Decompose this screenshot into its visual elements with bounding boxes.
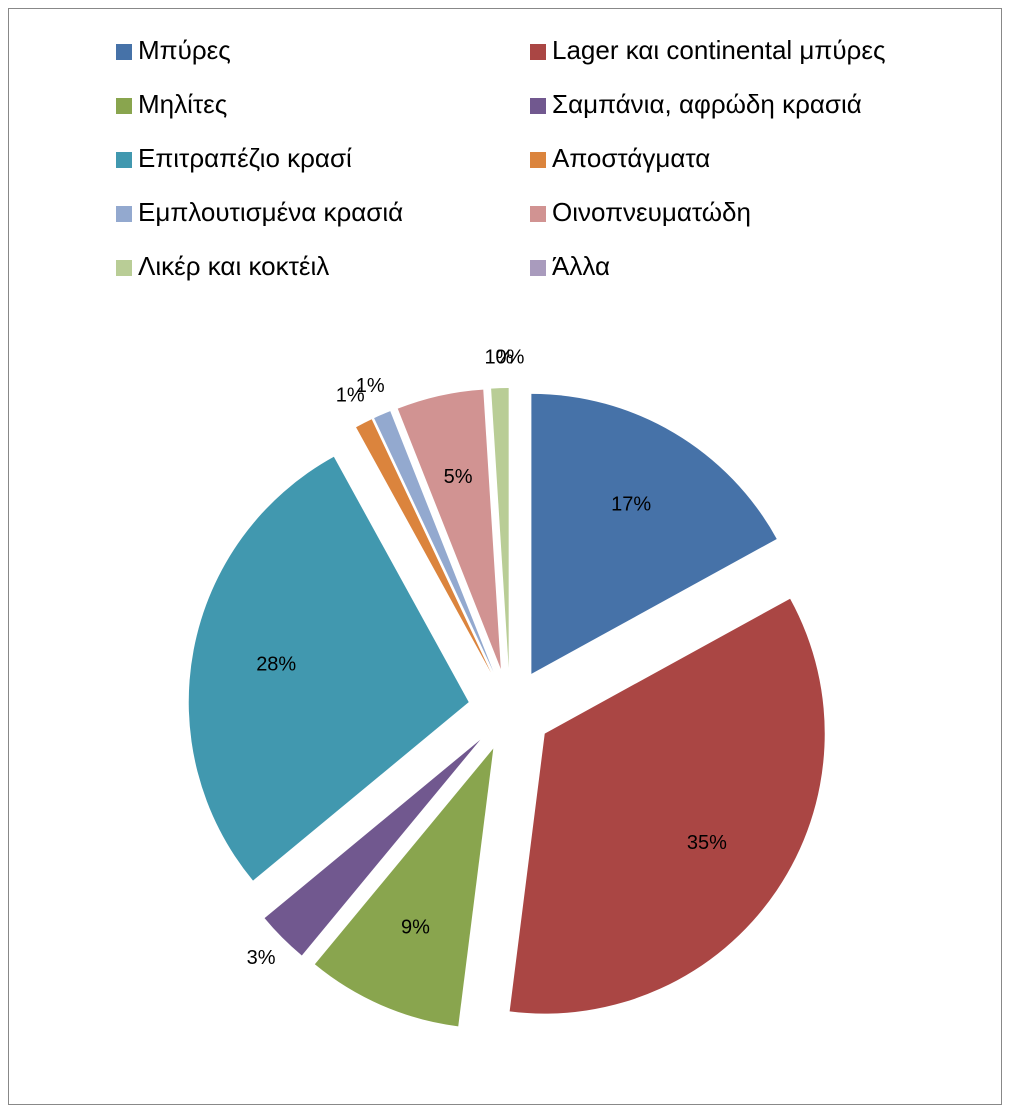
pie-slice	[188, 456, 469, 881]
legend-label: Αποστάγματα	[552, 143, 710, 173]
data-label: 1%	[356, 375, 385, 397]
legend-swatch	[116, 260, 132, 276]
pie-slice	[397, 389, 501, 670]
data-label: 5%	[444, 466, 473, 488]
legend-swatch	[530, 98, 546, 114]
pie-slice	[314, 748, 494, 1027]
legend-label: Άλλα	[552, 251, 610, 281]
data-label: 3%	[247, 947, 276, 969]
legend-label: Επιτραπέζιο κρασί	[138, 143, 352, 173]
pie-slice	[356, 419, 491, 673]
data-label: 1%	[336, 385, 365, 407]
data-label: 9%	[401, 917, 430, 939]
legend-label: Μπύρες	[138, 35, 231, 65]
pie-slice	[491, 388, 509, 669]
legend-label: Lager και continental μπύρες	[552, 35, 885, 65]
pie-slice	[509, 598, 825, 1014]
legend-swatch	[116, 206, 132, 222]
data-label: 0%	[496, 346, 525, 368]
pie-slice	[531, 393, 777, 674]
data-label: 17%	[611, 493, 651, 515]
data-label: 35%	[687, 832, 727, 854]
legend-label: Οινοπνευματώδη	[552, 197, 751, 227]
legend-swatch	[116, 152, 132, 168]
legend-swatch	[530, 260, 546, 276]
data-label: 1%	[484, 346, 513, 368]
legend-label: Μηλίτες	[138, 89, 227, 119]
data-label: 28%	[256, 654, 296, 676]
legend-label: Λικέρ και κοκτέιλ	[138, 251, 329, 281]
legend-swatch	[116, 98, 132, 114]
legend-label: Εμπλουτισμένα κρασιά	[138, 197, 403, 227]
legend-swatch	[530, 206, 546, 222]
legend-label: Σαμπάνια, αφρώδη κρασιά	[552, 89, 862, 119]
legend-swatch	[530, 44, 546, 60]
legend-swatch	[116, 44, 132, 60]
pie-slice	[264, 739, 481, 956]
pie-slice	[374, 411, 494, 672]
legend-swatch	[530, 152, 546, 168]
